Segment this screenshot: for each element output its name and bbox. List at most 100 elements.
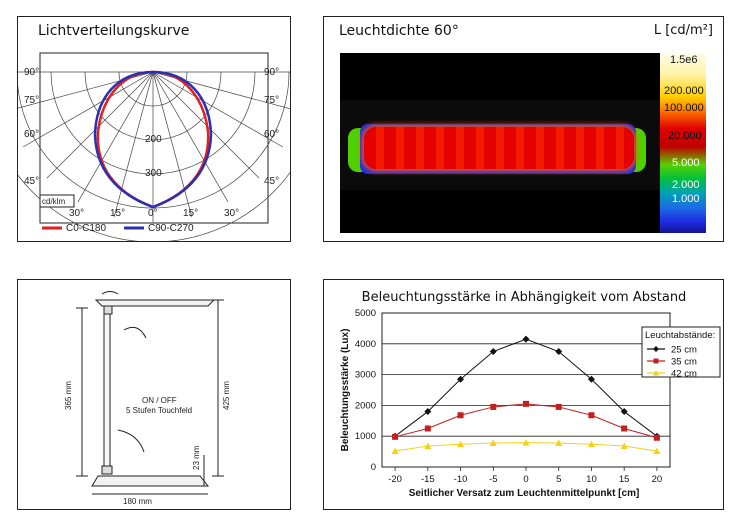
lamp-base [91, 475, 210, 487]
luminance-image [340, 53, 660, 233]
angle-label-left-90: 90° [24, 67, 39, 78]
angle-label-bottom-0: 0° [148, 208, 158, 219]
y-tick-label: 4000 [355, 339, 376, 350]
data-point [424, 408, 432, 416]
scale-label: 20.000 [668, 130, 702, 142]
data-point [424, 442, 432, 450]
polar-diagram: 90° 75° 60° 45° 90° 75° 60° 45° 30° 15° … [18, 52, 290, 241]
rotate-arrow-base [117, 429, 145, 453]
data-point [587, 440, 595, 448]
angle-label-bottom-15-right: 15° [183, 208, 198, 219]
legend-label: 25 cm [671, 345, 697, 356]
data-point [588, 412, 595, 419]
switch-label-line1: ON / OFF [142, 396, 177, 405]
angle-label-bottom-30-right: 30° [224, 208, 239, 219]
x-tick-label: -15 [421, 474, 435, 485]
legend-label: 42 cm [671, 369, 697, 380]
lamp-joint-bottom [101, 465, 113, 475]
x-tick-label: -20 [388, 474, 402, 485]
base-width-label: 180 mm [123, 497, 152, 506]
data-point [522, 335, 530, 343]
axis-ticks: 0 1000 2000 3000 4000 5000 -20 -15 -10 -5 0 5 10 15 20 [355, 308, 662, 485]
scale-label: 1.000 [672, 193, 700, 205]
dimensions-panel: 365 mm 425 mm ON / OFF 5 Stufen Touchfel… [17, 279, 291, 510]
scale-label: 200.000 [664, 85, 704, 97]
scale-label: 100.000 [664, 102, 704, 114]
angle-label-left-45: 45° [24, 176, 39, 187]
radial-label-300: 300 [145, 168, 162, 179]
x-axis-label: Seitlicher Versatz zum Leuchtenmittelpun… [409, 488, 640, 499]
polar-curves [93, 70, 213, 209]
scale-label: 2.000 [672, 179, 700, 191]
lamp-drawing: 365 mm 425 mm ON / OFF 5 Stufen Touchfel… [64, 291, 231, 506]
legend-box [641, 326, 721, 378]
polar-spoke [152, 71, 193, 217]
y-tick-label: 1000 [355, 431, 376, 442]
polar-spoke [152, 71, 229, 203]
polar-spoke [113, 71, 154, 217]
polar-spoke [152, 71, 284, 148]
data-point [587, 375, 595, 383]
y-tick-label: 0 [371, 462, 376, 473]
switch-label-line2: 5 Stufen Touchfeld [126, 406, 192, 415]
legend-label: 35 cm [671, 357, 697, 368]
illuminance-chart: Beleuchtungsstärke in Abhängigkeit vom A… [340, 290, 721, 499]
lamp-joint-top [103, 305, 113, 315]
lamp-head [94, 299, 216, 307]
angle-label-left-75: 75° [24, 95, 39, 106]
radial-label-200: 200 [145, 134, 162, 145]
angle-label-right-75: 75° [264, 95, 279, 106]
data-point [620, 442, 628, 450]
x-tick-label: 10 [586, 474, 597, 485]
lamp-red-core [364, 127, 634, 169]
x-tick-label: 5 [556, 474, 561, 485]
data-point [457, 412, 464, 419]
data-point [457, 375, 465, 383]
height-arm-label: 365 mm [64, 381, 73, 410]
polar-spoke [77, 71, 154, 203]
legend-label-c90: C90-C270 [148, 223, 194, 234]
data-point [621, 425, 628, 432]
angle-label-left-60: 60° [24, 129, 39, 140]
data-point [522, 439, 530, 446]
data-point [523, 400, 529, 407]
unit-label-box [39, 194, 75, 208]
height-total-label: 425 mm [222, 381, 231, 410]
unit-label: cd/klm [42, 197, 65, 206]
angle-label-bottom-15-left: 15° [110, 208, 125, 219]
legend-label-c0: C0-C180 [66, 223, 106, 234]
y-axis-label: Beleuchtungsstärke (Lux) [340, 329, 351, 452]
y-tick-label: 2000 [355, 400, 376, 411]
legend-title: Leuchtabstände: [645, 330, 715, 341]
x-tick-label: -10 [454, 474, 468, 485]
illuminance-panel: Beleuchtungsstärke in Abhängigkeit vom A… [323, 279, 724, 510]
data-point [653, 434, 660, 441]
luminance-unit: L [cd/m²] [653, 23, 713, 38]
angle-label-right-45: 45° [264, 176, 279, 187]
x-tick-label: 20 [652, 474, 663, 485]
data-point [653, 447, 661, 454]
luminance-scale-labels: 1.5e6 200.000 100.000 20.000 5.000 2.000… [660, 53, 720, 233]
rotate-arrow-top [101, 291, 119, 295]
legend-marker [653, 358, 659, 364]
lamp-arm [103, 313, 111, 467]
angle-label-right-60: 60° [264, 129, 279, 140]
rotate-arrow-arm [123, 326, 147, 339]
angle-label-bottom-30-left: 30° [69, 208, 84, 219]
data-point [424, 425, 431, 432]
data-point [555, 439, 563, 446]
scale-label: 5.000 [672, 157, 700, 169]
y-tick-label: 5000 [355, 308, 376, 319]
data-point [620, 408, 628, 416]
chart-title: Beleuchtungsstärke in Abhängigkeit vom A… [362, 290, 687, 305]
legend-marker [653, 346, 659, 352]
data-point [391, 447, 399, 454]
light-distribution-panel: Lichtverteilungskurve 90° 75° 60° 45° 90… [17, 16, 291, 242]
scale-label: 1.5e6 [670, 54, 698, 66]
luminance-panel: Leuchtdichte 60° L [cd/m²] 1.5e6 200.000… [323, 16, 724, 242]
luminance-scale-bar [660, 53, 706, 233]
base-height-label: 23 mm [192, 445, 201, 470]
luminance-title: Leuchtdichte 60° [339, 23, 459, 39]
light-distribution-title: Lichtverteilungskurve [38, 23, 190, 39]
